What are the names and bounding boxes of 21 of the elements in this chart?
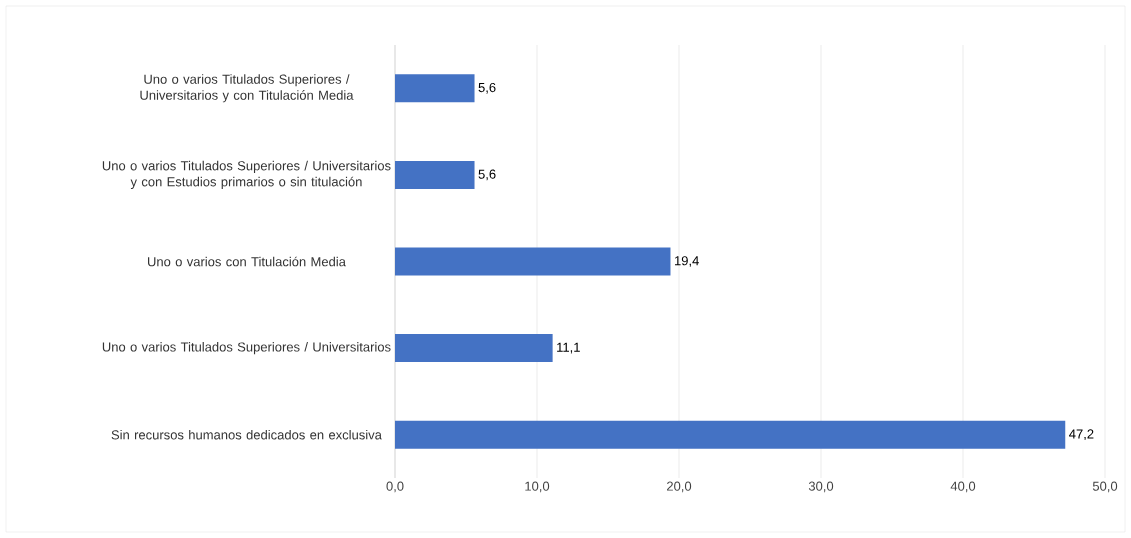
x-tick-label: 50,0 xyxy=(1092,481,1118,493)
y-tick-label: Uno o varios Titulados Superiores / Universitarios xyxy=(102,342,391,355)
x-tick-label: 10,0 xyxy=(525,481,550,493)
bar xyxy=(395,420,1066,449)
bar xyxy=(395,74,475,103)
bar xyxy=(395,247,671,276)
data-label: 5,6 xyxy=(478,82,496,94)
x-tick-label: 0,0 xyxy=(386,481,404,493)
bar xyxy=(395,160,475,189)
data-label: 5,6 xyxy=(478,169,496,181)
data-label: 19,4 xyxy=(674,256,699,267)
x-tick-label: 20,0 xyxy=(667,481,692,493)
data-label: 47,2 xyxy=(1069,429,1094,441)
y-tick-label: Sin recursos humanos dedicados en exclusiva xyxy=(111,429,382,440)
y-tick-label: Uno o varios Titulados Superiores / Universitarios y con Titulación Media xyxy=(140,74,354,103)
y-tick-label: Uno o varios con Titulación Media xyxy=(148,256,346,267)
bar xyxy=(395,334,553,363)
x-tick-label: 40,0 xyxy=(950,481,976,493)
y-tick-label: Uno o varios Titulados Superiores / Universitarios y con Estudios primarios o sin titulación xyxy=(102,160,391,189)
data-label: 11,1 xyxy=(557,342,580,354)
x-tick-label: 30,0 xyxy=(808,481,834,493)
